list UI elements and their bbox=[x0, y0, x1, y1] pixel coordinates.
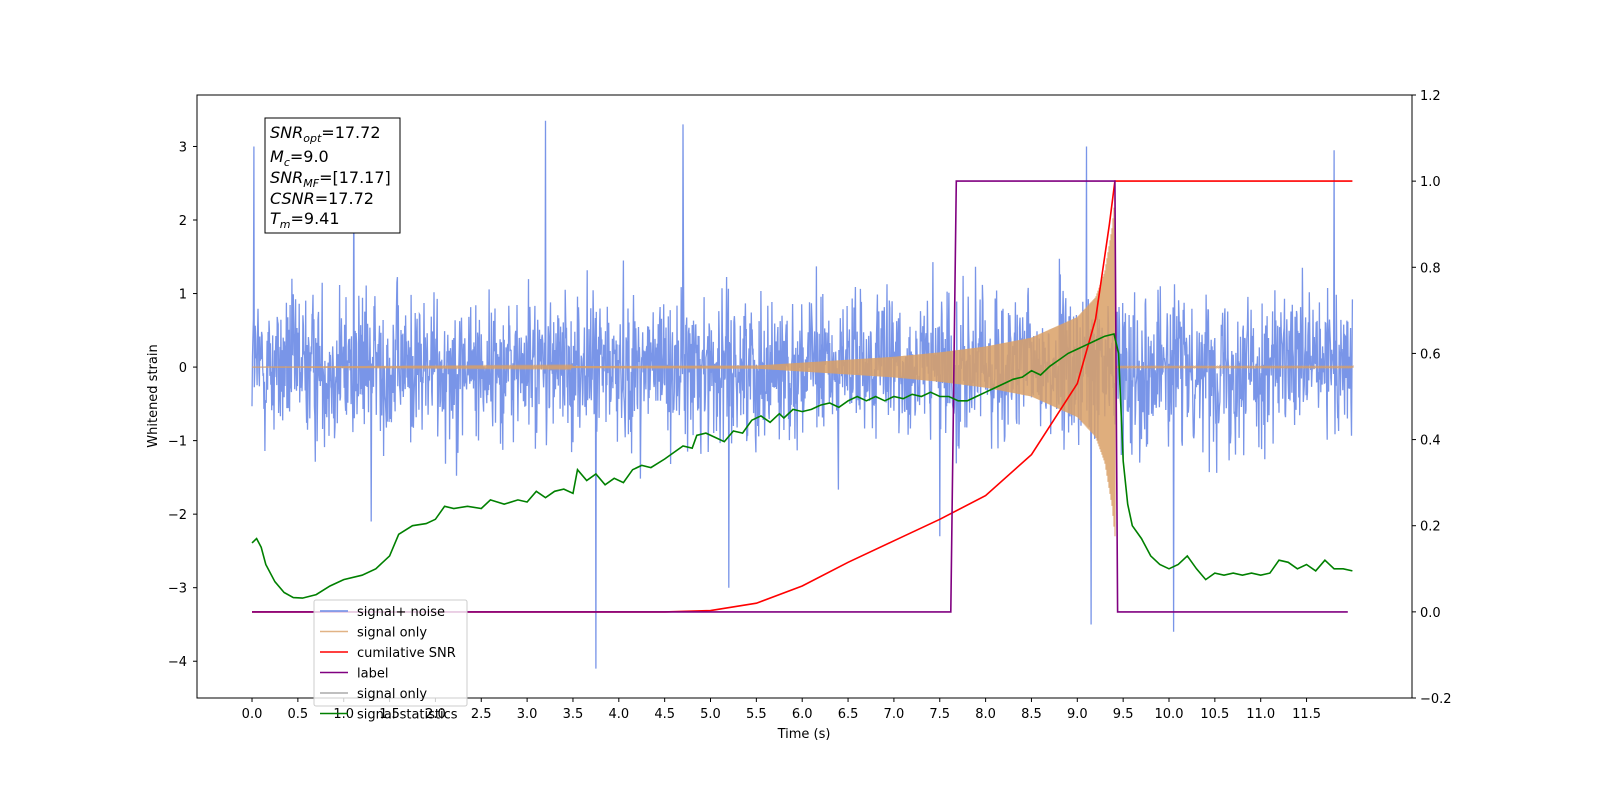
x-tick-label: 11.0 bbox=[1246, 707, 1275, 722]
annotation-box: SNRopt=17.72 Mc=9.0 SNRMF=[17.17] CSNR=1… bbox=[264, 117, 401, 234]
left-y-tick-label: 0 bbox=[179, 361, 187, 376]
y-axis-label: Whitened strain bbox=[146, 344, 161, 447]
left-y-tick-label: −3 bbox=[168, 582, 187, 597]
x-tick-label: 8.0 bbox=[975, 707, 996, 722]
right-y-tick-label: 0.0 bbox=[1420, 606, 1441, 621]
x-axis-ticks: 0.0 0.5 1.0 1.5 2.0 2.5 3.0 3.5 4.0 4.5 5.0 5.5 6.0 6… bbox=[242, 698, 1321, 722]
x-tick-label: 1.0 bbox=[333, 707, 354, 722]
x-tick-label: 10.0 bbox=[1155, 707, 1184, 722]
plot-area bbox=[251, 120, 1354, 669]
series-signal-statistics bbox=[251, 333, 1353, 599]
right-y-tick-label: 0.6 bbox=[1420, 347, 1441, 362]
left-y-axis-ticks: 3 2 1 0 −1 −2 −3 −4 bbox=[168, 140, 197, 670]
annotation-csnr: CSNR=17.72 bbox=[270, 189, 374, 208]
right-y-tick-label: 1.0 bbox=[1420, 175, 1441, 190]
x-tick-label: 7.0 bbox=[884, 707, 905, 722]
x-tick-label: 2.0 bbox=[425, 707, 446, 722]
x-tick-label: 3.5 bbox=[563, 707, 584, 722]
x-tick-label: 6.5 bbox=[838, 707, 859, 722]
x-tick-label: 0.5 bbox=[288, 707, 309, 722]
x-tick-label: 11.5 bbox=[1292, 707, 1321, 722]
right-y-tick-label: 0.2 bbox=[1420, 520, 1441, 535]
left-y-tick-label: 2 bbox=[179, 214, 187, 229]
annotation-snr-mf: SNRMF=[17.17] bbox=[270, 168, 391, 190]
annotation-mc: Mc=9.0 bbox=[270, 147, 329, 169]
legend-label: signal+ noise bbox=[357, 605, 445, 620]
legend-label: cumilative SNR bbox=[357, 646, 456, 661]
left-y-tick-label: −1 bbox=[168, 435, 187, 450]
left-y-tick-label: −4 bbox=[168, 655, 187, 670]
x-tick-label: 3.0 bbox=[517, 707, 538, 722]
x-tick-label: 6.0 bbox=[792, 707, 813, 722]
x-tick-label: 2.5 bbox=[471, 707, 492, 722]
x-tick-label: 0.0 bbox=[242, 707, 263, 722]
annotation-snr-opt: SNRopt=17.72 bbox=[270, 123, 381, 145]
x-tick-label: 5.5 bbox=[746, 707, 767, 722]
x-tick-label: 9.5 bbox=[1113, 707, 1134, 722]
x-tick-label: 4.5 bbox=[654, 707, 675, 722]
x-tick-label: 10.5 bbox=[1200, 707, 1229, 722]
x-tick-label: 8.5 bbox=[1021, 707, 1042, 722]
right-y-tick-label: −0.2 bbox=[1420, 692, 1452, 707]
legend-label: signal only bbox=[357, 687, 427, 702]
series-cumulative-snr bbox=[252, 180, 1353, 613]
right-y-tick-label: 0.8 bbox=[1420, 261, 1441, 276]
right-y-tick-label: 1.2 bbox=[1420, 89, 1441, 104]
legend-label: label bbox=[357, 667, 388, 682]
legend: signal+ noise signal only cumilative SNR la… bbox=[313, 599, 468, 723]
left-y-tick-label: −2 bbox=[168, 508, 187, 523]
annotation-frame bbox=[264, 117, 401, 234]
x-axis-label: Time (s) bbox=[777, 727, 831, 742]
x-tick-label: 9.0 bbox=[1067, 707, 1088, 722]
right-y-tick-label: 0.4 bbox=[1420, 434, 1441, 449]
x-tick-label: 1.5 bbox=[379, 707, 400, 722]
right-y-axis-ticks: 1.2 1.0 0.8 0.6 0.4 0.2 0.0 −0.2 bbox=[1412, 89, 1452, 707]
series-label bbox=[252, 180, 1348, 613]
legend-label: signal only bbox=[357, 626, 427, 641]
legend-frame bbox=[313, 599, 468, 707]
left-y-tick-label: 3 bbox=[179, 140, 187, 155]
left-y-tick-label: 1 bbox=[179, 288, 187, 303]
annotation-tm: Tm=9.41 bbox=[270, 209, 340, 231]
x-tick-label: 4.0 bbox=[608, 707, 629, 722]
legend-label: signal statistics bbox=[357, 708, 458, 723]
x-tick-label: 5.0 bbox=[700, 707, 721, 722]
series-signal-only bbox=[252, 197, 1354, 537]
series-signal-noise bbox=[251, 120, 1354, 669]
axes-frame bbox=[196, 94, 1413, 699]
x-tick-label: 7.5 bbox=[929, 707, 950, 722]
